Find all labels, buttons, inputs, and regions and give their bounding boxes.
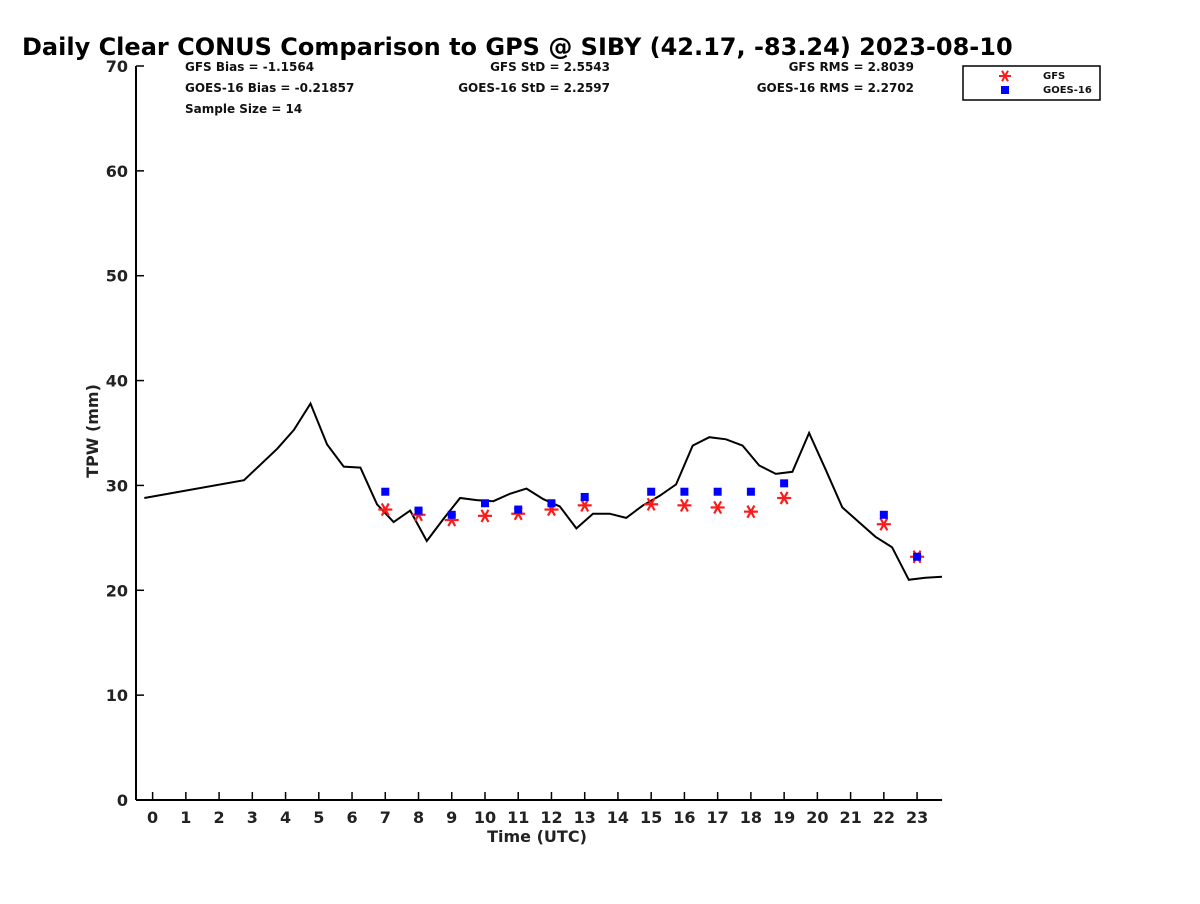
y-tick-label-30: 30 xyxy=(106,476,128,495)
gfs-point xyxy=(710,500,725,515)
gfs-point-stroke xyxy=(580,498,590,512)
gfs-point xyxy=(743,505,758,519)
x-tick-label-1: 1 xyxy=(180,808,191,827)
x-tick-label-15: 15 xyxy=(640,808,662,827)
goes16-point xyxy=(713,487,722,496)
y-tick-label-0: 0 xyxy=(117,791,128,810)
goes16-point xyxy=(381,487,390,496)
gfs-point xyxy=(876,517,891,531)
gfs-point-stroke xyxy=(879,517,889,531)
x-tick-label-5: 5 xyxy=(313,808,324,827)
x-tick-label-7: 7 xyxy=(380,808,391,827)
stats-block: GFS Bias = -1.1564 GFS StD = 2.5543 GFS RM… xyxy=(185,60,914,116)
gfs-point xyxy=(477,509,492,523)
goes16-point xyxy=(746,487,755,496)
x-tick-label-2: 2 xyxy=(214,808,225,827)
y-tick-label-50: 50 xyxy=(106,267,128,286)
x-tick-label-0: 0 xyxy=(147,808,158,827)
gfs-point xyxy=(777,491,792,505)
y-tick-label-60: 60 xyxy=(106,162,128,181)
x-tick-label-11: 11 xyxy=(507,808,529,827)
x-tick-label-20: 20 xyxy=(806,808,828,827)
legend: GFS GOES-16 xyxy=(962,65,1101,101)
goes16-point xyxy=(580,492,589,501)
x-tick-label-8: 8 xyxy=(413,808,424,827)
legend-marker-goes16 xyxy=(1001,86,1009,94)
gfs-point xyxy=(577,498,592,512)
x-tick-label-16: 16 xyxy=(673,808,695,827)
stat-line: GFS RMS = 2.8039 xyxy=(789,60,914,74)
x-tick-label-10: 10 xyxy=(474,808,496,827)
x-tick-label-17: 17 xyxy=(707,808,729,827)
stat-line: GOES-16 StD = 2.2597 xyxy=(458,81,610,95)
x-tick-label-22: 22 xyxy=(873,808,895,827)
chart-title: Daily Clear CONUS Comparison to GPS @ SI… xyxy=(22,33,1013,61)
y-axis-label: TPW (mm) xyxy=(83,384,102,478)
x-tick-label-23: 23 xyxy=(906,808,928,827)
gfs-point-stroke xyxy=(746,505,756,519)
goes16-point xyxy=(414,506,423,515)
gfs-point-stroke xyxy=(713,500,723,515)
y-tick-label-40: 40 xyxy=(106,372,128,391)
x-tick-label-12: 12 xyxy=(540,808,562,827)
x-axis-label: Time (UTC) xyxy=(487,827,587,846)
legend-label: GFS xyxy=(1043,71,1065,82)
goes16-point xyxy=(547,499,556,508)
x-tick-label-21: 21 xyxy=(839,808,861,827)
gfs-point-stroke xyxy=(480,509,490,523)
goes16-point xyxy=(514,505,523,514)
gfs-point xyxy=(677,498,692,512)
legend-label: GOES-16 xyxy=(1043,85,1092,96)
gfs-point xyxy=(644,497,659,511)
y-tick-label-10: 10 xyxy=(106,686,128,705)
gfs-point-stroke xyxy=(779,491,789,505)
x-tick-label-18: 18 xyxy=(740,808,762,827)
stat-line: GFS StD = 2.5543 xyxy=(490,60,610,74)
legend-marker-gfs xyxy=(999,70,1011,82)
y-tick-label-20: 20 xyxy=(106,581,128,600)
x-tick-label-9: 9 xyxy=(446,808,457,827)
gfs-point-stroke xyxy=(679,498,689,512)
y-tick-label-70: 70 xyxy=(106,57,128,76)
x-tick-label-3: 3 xyxy=(247,808,258,827)
legend-marker-stroke xyxy=(1001,70,1009,82)
goes16-point xyxy=(447,510,456,519)
gfs-point-stroke xyxy=(380,502,390,517)
goes16-point xyxy=(680,487,689,496)
stat-line: GOES-16 RMS = 2.2702 xyxy=(757,81,914,95)
goes16-point xyxy=(913,552,922,561)
x-tick-label-4: 4 xyxy=(280,808,291,827)
x-tick-label-19: 19 xyxy=(773,808,795,827)
gps-series-line xyxy=(144,401,943,581)
goes16-point xyxy=(647,487,656,496)
legend-box xyxy=(962,65,1101,101)
stat-line: Sample Size = 14 xyxy=(185,102,302,116)
goes16-point xyxy=(780,479,789,488)
x-tick-label-6: 6 xyxy=(346,808,357,827)
x-tick-label-13: 13 xyxy=(574,808,596,827)
gfs-point xyxy=(378,502,393,517)
stat-line: GOES-16 Bias = -0.21857 xyxy=(185,81,354,95)
goes16-point xyxy=(480,499,489,508)
goes16-point xyxy=(879,510,888,519)
stat-line: GFS Bias = -1.1564 xyxy=(185,60,314,74)
plot-area: 0 1 2 3 4 5 6 7 8 9 10 11 12 13 14 15 16 17 18 19 20 21 22 2301… xyxy=(83,57,943,846)
x-tick-label-14: 14 xyxy=(607,808,629,827)
gfs-point-stroke xyxy=(646,497,656,511)
